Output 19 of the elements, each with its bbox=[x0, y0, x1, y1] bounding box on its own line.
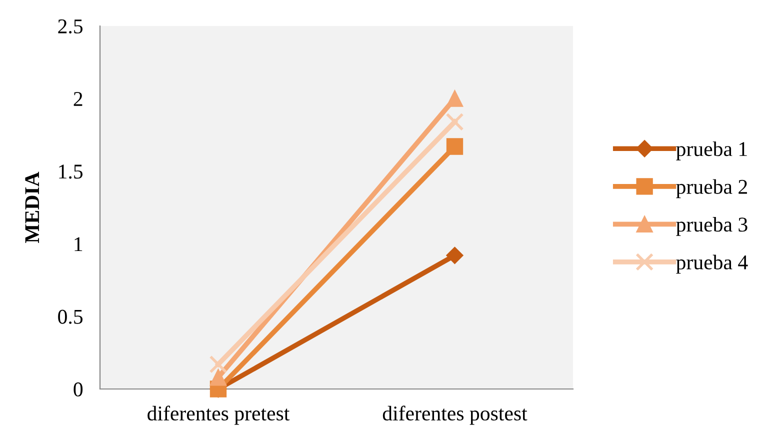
y-tick-label: 1 bbox=[74, 237, 82, 252]
y-tick-label: 2.5 bbox=[58, 19, 83, 34]
legend-label: prueba 2 bbox=[676, 179, 747, 198]
y-tick-label: 2 bbox=[74, 92, 82, 106]
y-tick-label: 1.5 bbox=[59, 164, 83, 179]
point bbox=[446, 138, 464, 155]
point bbox=[209, 355, 228, 374]
point bbox=[210, 369, 227, 386]
x-tick-label: diferentes postest bbox=[382, 406, 528, 425]
y-tick-label: 0 bbox=[74, 382, 83, 396]
y-tick-label: 0.5 bbox=[58, 310, 83, 324]
point bbox=[446, 246, 464, 264]
legend-label: prueba 1 bbox=[676, 141, 747, 160]
point bbox=[446, 112, 464, 131]
y-axis-title: MEDIA bbox=[25, 172, 40, 244]
legend-label: prueba 4 bbox=[676, 254, 748, 274]
point bbox=[446, 90, 464, 107]
legend-label: prueba 3 bbox=[676, 217, 748, 236]
x-tick-label: diferentes pretest bbox=[148, 406, 290, 425]
